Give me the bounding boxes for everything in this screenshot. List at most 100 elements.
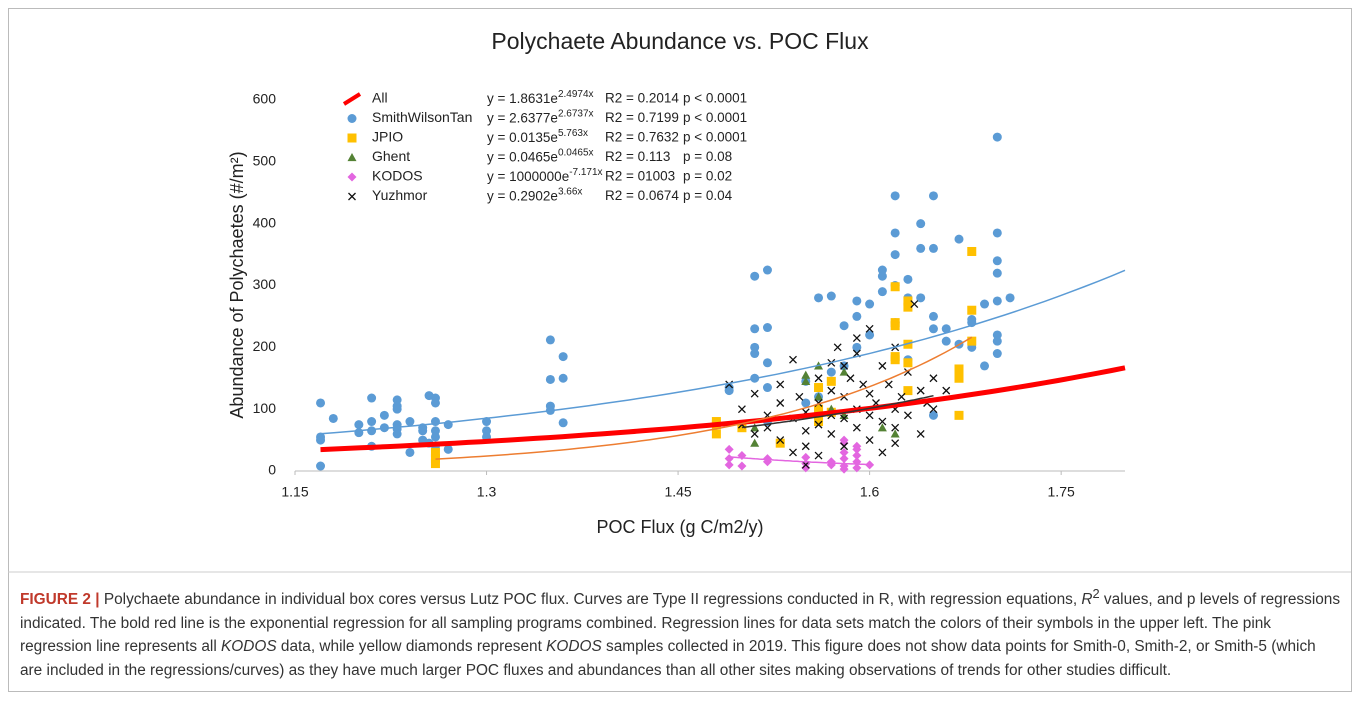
point <box>897 392 906 401</box>
point <box>789 355 797 364</box>
point <box>903 296 913 306</box>
point <box>890 429 900 438</box>
legend-r2: R2 = 0.2014 <box>605 91 679 106</box>
legend-equation: y = 1.8631e2.4974x <box>487 89 594 106</box>
caption-text: Polychaete abundance in individual box c… <box>99 591 1082 609</box>
point <box>852 311 862 321</box>
point <box>750 271 760 281</box>
point <box>795 392 804 401</box>
equation-exponent: -7.171x <box>569 167 602 178</box>
point <box>878 361 887 370</box>
legend-label: JPIO <box>372 129 403 145</box>
legend-marker <box>347 153 357 162</box>
fit-curve <box>741 394 934 429</box>
point <box>840 361 849 370</box>
point <box>367 417 377 427</box>
figure-frame <box>8 8 1352 692</box>
point <box>762 265 772 275</box>
fit-curve <box>729 456 870 466</box>
point <box>916 293 926 303</box>
point <box>776 399 785 407</box>
caption-text: R <box>1081 591 1093 609</box>
point <box>545 374 555 384</box>
legend-label: Ghent <box>372 148 410 164</box>
point <box>724 460 734 470</box>
point <box>737 461 747 471</box>
point <box>954 234 964 244</box>
point <box>992 336 1002 346</box>
y-tick-label: 0 <box>268 462 276 478</box>
point <box>865 299 875 309</box>
y-axis-label: Abundance of Polychaetes (#/m²) <box>227 151 247 418</box>
point <box>903 274 913 284</box>
point <box>992 132 1002 142</box>
caption-text: data, while yellow diamonds represent <box>276 638 547 656</box>
point <box>865 436 874 445</box>
x-axis-label: POC Flux (g C/m2/y) <box>596 517 763 537</box>
point <box>814 392 824 401</box>
x-tick-label: 1.3 <box>477 484 497 500</box>
fit-curve <box>435 336 973 460</box>
point <box>884 380 893 389</box>
point <box>916 429 925 438</box>
point <box>840 442 849 451</box>
point <box>750 438 760 447</box>
point <box>801 370 811 379</box>
point <box>929 374 938 383</box>
point <box>316 461 326 471</box>
y-tick-label: 500 <box>253 153 277 169</box>
point <box>367 393 377 403</box>
point <box>865 460 875 470</box>
point <box>967 305 977 315</box>
caption-text: values, and p levels of regressions indi… <box>20 591 1341 656</box>
point <box>992 296 1002 306</box>
point <box>846 374 855 383</box>
point <box>724 444 734 454</box>
point <box>877 265 887 275</box>
legend-equation: y = 0.2902e3.66x <box>487 186 582 203</box>
point <box>890 282 900 292</box>
point <box>928 311 938 321</box>
point <box>762 323 772 333</box>
point <box>928 191 938 201</box>
point <box>737 405 746 414</box>
y-tick-label: 600 <box>253 91 277 107</box>
point <box>941 324 951 334</box>
legend-marker <box>347 172 357 182</box>
point <box>392 395 402 405</box>
legend-marker <box>347 114 357 123</box>
x-tick-label: 1.15 <box>281 484 308 500</box>
point <box>725 380 734 389</box>
point <box>865 411 874 420</box>
point <box>316 398 326 408</box>
point <box>954 373 964 383</box>
point <box>878 417 887 426</box>
point <box>903 302 913 312</box>
point <box>891 439 900 448</box>
equation-exponent: 2.4974x <box>558 89 594 100</box>
equation-exponent: 2.6737x <box>558 108 594 119</box>
legend-equation: y = 2.6377e2.6737x <box>487 108 594 125</box>
point <box>814 420 823 429</box>
point <box>814 417 824 427</box>
legend-label: Yuzhmor <box>372 187 428 203</box>
point <box>903 358 913 368</box>
point <box>891 423 900 432</box>
point <box>992 330 1002 340</box>
point <box>776 380 785 389</box>
point <box>405 447 415 457</box>
point <box>992 256 1002 266</box>
legend-marker <box>342 92 362 106</box>
point <box>903 411 912 420</box>
legend-equation: y = 0.0135e5.763x <box>487 128 588 145</box>
point <box>558 352 568 362</box>
point <box>852 334 861 343</box>
point <box>827 429 836 438</box>
y-tick-label: 300 <box>253 276 277 292</box>
point <box>750 423 760 432</box>
x-tick-label: 1.75 <box>1048 484 1075 500</box>
chart: Polychaete Abundance vs. POC Flux POC Fl… <box>8 28 1351 573</box>
point <box>954 410 964 420</box>
point <box>890 355 900 365</box>
point <box>418 426 428 436</box>
